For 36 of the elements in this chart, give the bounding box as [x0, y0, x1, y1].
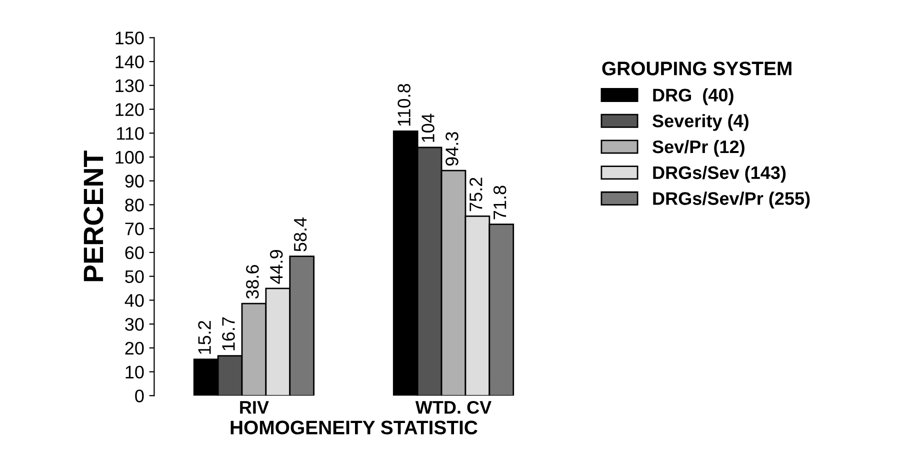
legend-label: DRGs/Sev (143): [653, 166, 786, 183]
y-tick-label: 90: [125, 174, 144, 188]
x-tick-label: RIV: [240, 401, 269, 414]
x-axis-title: HOMOGENEITY STATISTIC: [230, 420, 478, 434]
y-tick-label: 140: [116, 55, 144, 68]
y-tick-label: 80: [125, 198, 144, 212]
y-tick-label: 20: [125, 342, 144, 355]
y-tick-label: 50: [125, 270, 144, 284]
data-label: 38.6: [246, 265, 259, 299]
legend-label: DRGs/Sev/Pr (255): [653, 192, 810, 209]
legend-title: GROUPING SYSTEM: [602, 62, 792, 76]
y-tick-label: 120: [116, 103, 144, 116]
data-label: 44.9: [270, 250, 283, 284]
y-tick-label: 40: [124, 294, 144, 307]
data-label: 104: [422, 114, 434, 142]
data-label: 94.3: [446, 132, 458, 166]
y-tick-label: 100: [116, 150, 144, 164]
data-label: 58.4: [294, 217, 307, 252]
x-tick-label: WTD. CV: [415, 400, 492, 414]
data-label: 15.2: [198, 320, 211, 354]
data-label: 110.8: [398, 84, 410, 126]
y-tick-label: 30: [125, 318, 144, 331]
legend-label: DRG (40): [653, 88, 734, 106]
legend-label: Sev/Pr (12): [652, 140, 744, 157]
y-tick-label: 0: [135, 390, 144, 402]
data-label: 75.2: [470, 178, 482, 212]
y-tick-label: 60: [125, 246, 144, 260]
y-tick-label: 130: [116, 79, 144, 92]
data-label: 71.8: [493, 186, 506, 220]
y-tick-label: 10: [126, 366, 144, 378]
y-tick-label: 110: [117, 127, 144, 140]
y-axis-title: PERCENT: [84, 150, 104, 282]
y-tick-label: 150: [116, 32, 144, 44]
legend-label: Severity (4): [652, 114, 748, 131]
data-label: 16.7: [222, 317, 235, 350]
y-tick-label: 70: [125, 222, 144, 236]
